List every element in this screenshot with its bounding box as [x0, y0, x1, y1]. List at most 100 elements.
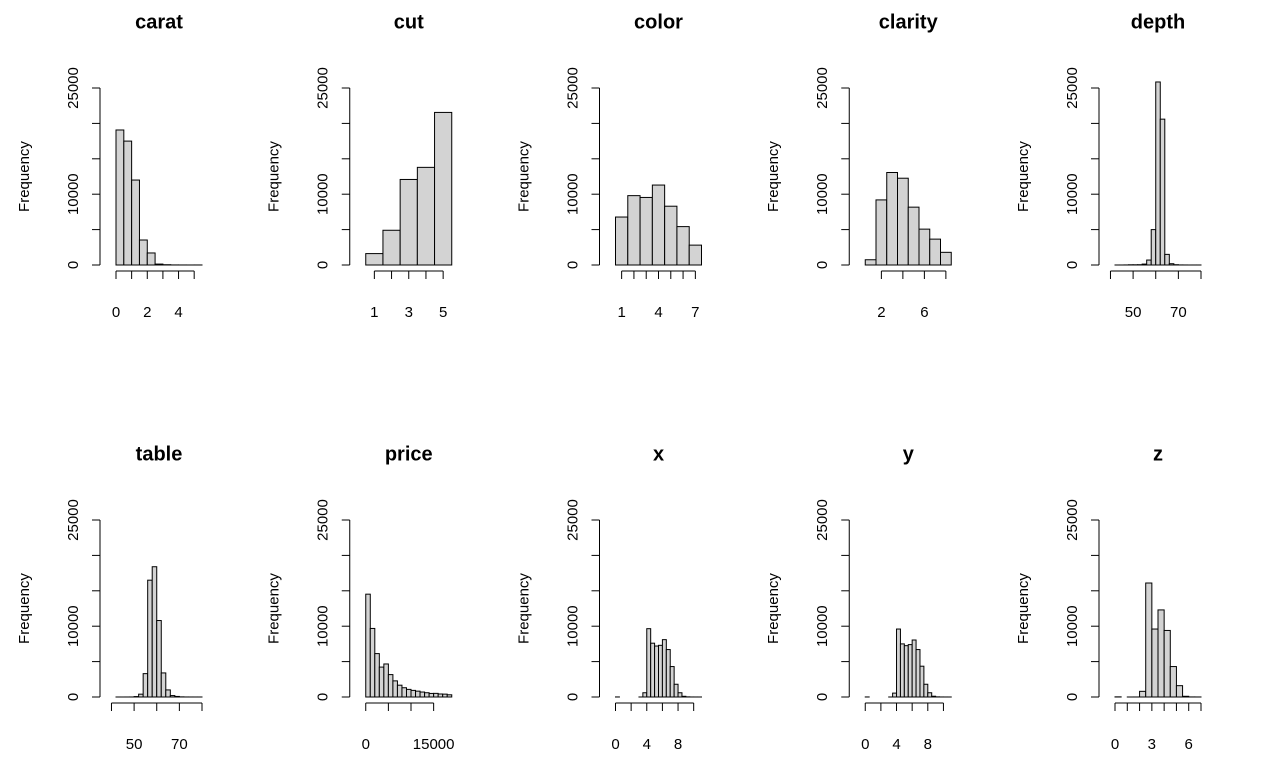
- x-tick-label: 8: [674, 736, 682, 753]
- bar: [1169, 264, 1174, 265]
- y-tick-label: 25000: [65, 499, 82, 541]
- bar: [932, 696, 936, 697]
- bar: [1176, 686, 1182, 697]
- bar: [393, 681, 398, 697]
- y-tick-label: 25000: [564, 499, 581, 541]
- x-tick-label: 0: [861, 736, 869, 753]
- bar: [148, 580, 153, 697]
- bar: [682, 696, 686, 697]
- y-tick-label: 25000: [315, 499, 332, 541]
- bar: [116, 130, 124, 265]
- bar: [900, 644, 904, 697]
- bar: [384, 664, 389, 697]
- y-tick-label: 25000: [564, 67, 581, 109]
- y-tick-label: 10000: [1064, 173, 1081, 215]
- bar: [677, 227, 689, 265]
- bar: [670, 667, 674, 697]
- bar: [375, 654, 380, 697]
- bar: [124, 141, 132, 265]
- bar: [1140, 691, 1146, 697]
- y-axis-label: Frequency: [1015, 573, 1032, 644]
- bar: [876, 200, 887, 265]
- bar: [406, 689, 411, 697]
- bar: [420, 692, 425, 697]
- y-tick-label: 0: [1064, 261, 1081, 269]
- y-tick-label: 25000: [814, 499, 831, 541]
- panel-title: price: [385, 443, 433, 465]
- x-tick-label: 0: [112, 304, 120, 321]
- bar: [139, 694, 144, 697]
- bar: [157, 621, 162, 697]
- panel-title: table: [136, 443, 183, 465]
- y-tick-label: 0: [315, 693, 332, 701]
- bar: [425, 693, 430, 697]
- y-axis-label: Frequency: [515, 141, 532, 212]
- bar: [411, 690, 416, 697]
- panel-title: depth: [1131, 11, 1185, 33]
- panel-title: x: [653, 443, 664, 465]
- bar: [674, 684, 678, 697]
- y-tick-label: 0: [315, 261, 332, 269]
- y-tick-label: 10000: [814, 173, 831, 215]
- bar: [908, 645, 912, 697]
- x-tick-label: 4: [643, 736, 651, 753]
- bar: [662, 640, 666, 697]
- bar: [628, 196, 640, 265]
- bar: [1164, 630, 1170, 697]
- bar: [166, 690, 171, 697]
- y-tick-label: 10000: [1064, 605, 1081, 647]
- bar: [366, 254, 383, 265]
- x-tick-label: 7: [691, 304, 699, 321]
- y-tick-label: 10000: [315, 605, 332, 647]
- bar: [147, 253, 155, 265]
- bar: [898, 178, 909, 265]
- bar: [912, 640, 916, 697]
- bar: [438, 694, 443, 697]
- bar: [893, 693, 897, 697]
- bar: [402, 688, 407, 697]
- x-tick-label: 1: [370, 304, 378, 321]
- bar: [640, 197, 652, 265]
- bar: [659, 645, 663, 697]
- bar: [175, 696, 180, 697]
- bar: [919, 229, 930, 265]
- bar: [434, 693, 439, 697]
- bar: [388, 675, 393, 697]
- bar: [643, 693, 647, 697]
- y-tick-label: 0: [564, 693, 581, 701]
- y-tick-label: 25000: [1064, 67, 1081, 109]
- y-tick-label: 10000: [65, 173, 82, 215]
- x-tick-label: 4: [892, 736, 900, 753]
- bar: [665, 206, 677, 265]
- bar: [678, 693, 682, 697]
- x-tick-label: 0: [1111, 736, 1119, 753]
- x-tick-label: 3: [1148, 736, 1156, 753]
- y-tick-label: 10000: [564, 605, 581, 647]
- bar: [379, 667, 384, 697]
- bar: [689, 245, 701, 265]
- x-tick-label: 50: [126, 736, 143, 753]
- bar: [447, 695, 452, 697]
- y-tick-label: 25000: [814, 67, 831, 109]
- bar: [616, 217, 628, 265]
- y-tick-label: 0: [1064, 693, 1081, 701]
- bar: [139, 240, 147, 265]
- panel-title: y: [903, 443, 915, 465]
- x-tick-label: 0: [611, 736, 619, 753]
- bar: [1156, 82, 1161, 265]
- bar: [897, 629, 901, 697]
- bar: [155, 264, 163, 265]
- bar: [930, 239, 941, 265]
- x-tick-label: 70: [1170, 304, 1187, 321]
- y-axis-label: Frequency: [1015, 141, 1032, 212]
- bar: [1165, 254, 1170, 265]
- bar: [1146, 583, 1152, 697]
- bar: [1158, 610, 1164, 697]
- y-tick-label: 0: [65, 693, 82, 701]
